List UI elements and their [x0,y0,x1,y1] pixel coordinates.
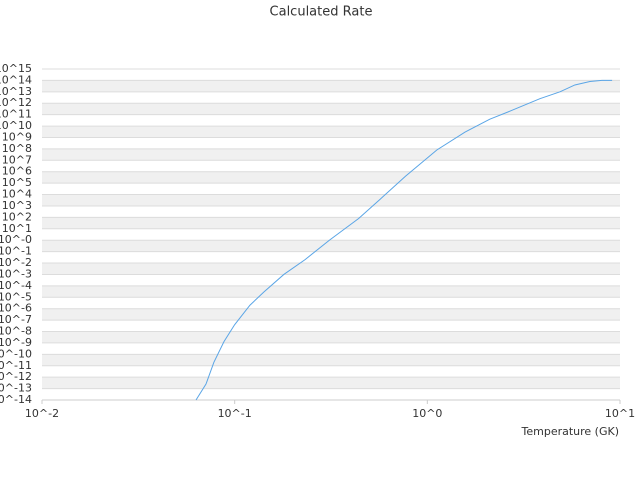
y-tick-label: 10^-11 [0,359,32,372]
grid-band [42,126,620,138]
x-tick-label: 10^1 [605,407,635,420]
y-tick-label: 10^-8 [0,325,32,338]
y-tick-label: 10^-12 [0,370,32,383]
grid-band [42,354,620,366]
y-tick-label: 10^12 [0,96,32,109]
y-tick-label: 10^-9 [0,336,32,349]
grid-band [42,103,620,115]
chart-title: Calculated Rate [270,5,373,20]
x-tick-label: 10^-1 [218,407,252,420]
grid-band [42,171,620,184]
grid-band [42,263,620,275]
grid-band [42,331,620,343]
y-tick-label: 10^11 [0,108,32,121]
y-tick-label: 10^-7 [0,313,32,326]
y-tick-label: 10^-14 [0,393,32,406]
grid-band [42,80,620,92]
x-tick-label: 10^-2 [25,407,59,420]
grid-band [42,194,620,206]
y-tick-label: 10^1 [2,222,32,235]
y-tick-label: 10^-2 [0,256,32,269]
y-tick-label: 10^-10 [0,347,32,360]
y-tick-label: 10^-4 [0,279,32,292]
y-tick-label: 10^-13 [0,382,32,395]
y-tick-label: 10^-1 [0,245,32,258]
y-tick-label: 10^-5 [0,290,32,303]
y-tick-label: 10^-0 [0,233,32,246]
grid-band [42,240,620,252]
y-tick-label: 10^8 [2,142,32,155]
grid-band [42,377,620,389]
y-tick-label: 10^14 [0,73,32,86]
y-tick-label: 10^13 [0,85,32,98]
y-tick-label: 10^9 [2,130,32,143]
y-tick-label: 10^5 [2,176,32,189]
y-tick-label: 10^4 [2,188,32,201]
grid-band [42,148,620,161]
y-tick-label: 10^15 [0,62,32,75]
y-tick-label: 10^3 [2,199,32,212]
grid-band [42,308,620,321]
data-line [195,79,613,401]
y-tick-label: 10^6 [2,165,32,178]
y-tick-label: 10^-6 [0,302,32,315]
y-tick-label: 10^7 [2,153,32,166]
grid-band [42,217,620,229]
y-tick-label: 10^2 [2,210,32,223]
y-tick-label: 10^-3 [0,267,32,280]
x-axis-label: Temperature (GK) [521,425,620,438]
grid-band [42,285,620,298]
y-tick-label: 10^10 [0,119,32,132]
x-tick-label: 10^0 [412,407,442,420]
